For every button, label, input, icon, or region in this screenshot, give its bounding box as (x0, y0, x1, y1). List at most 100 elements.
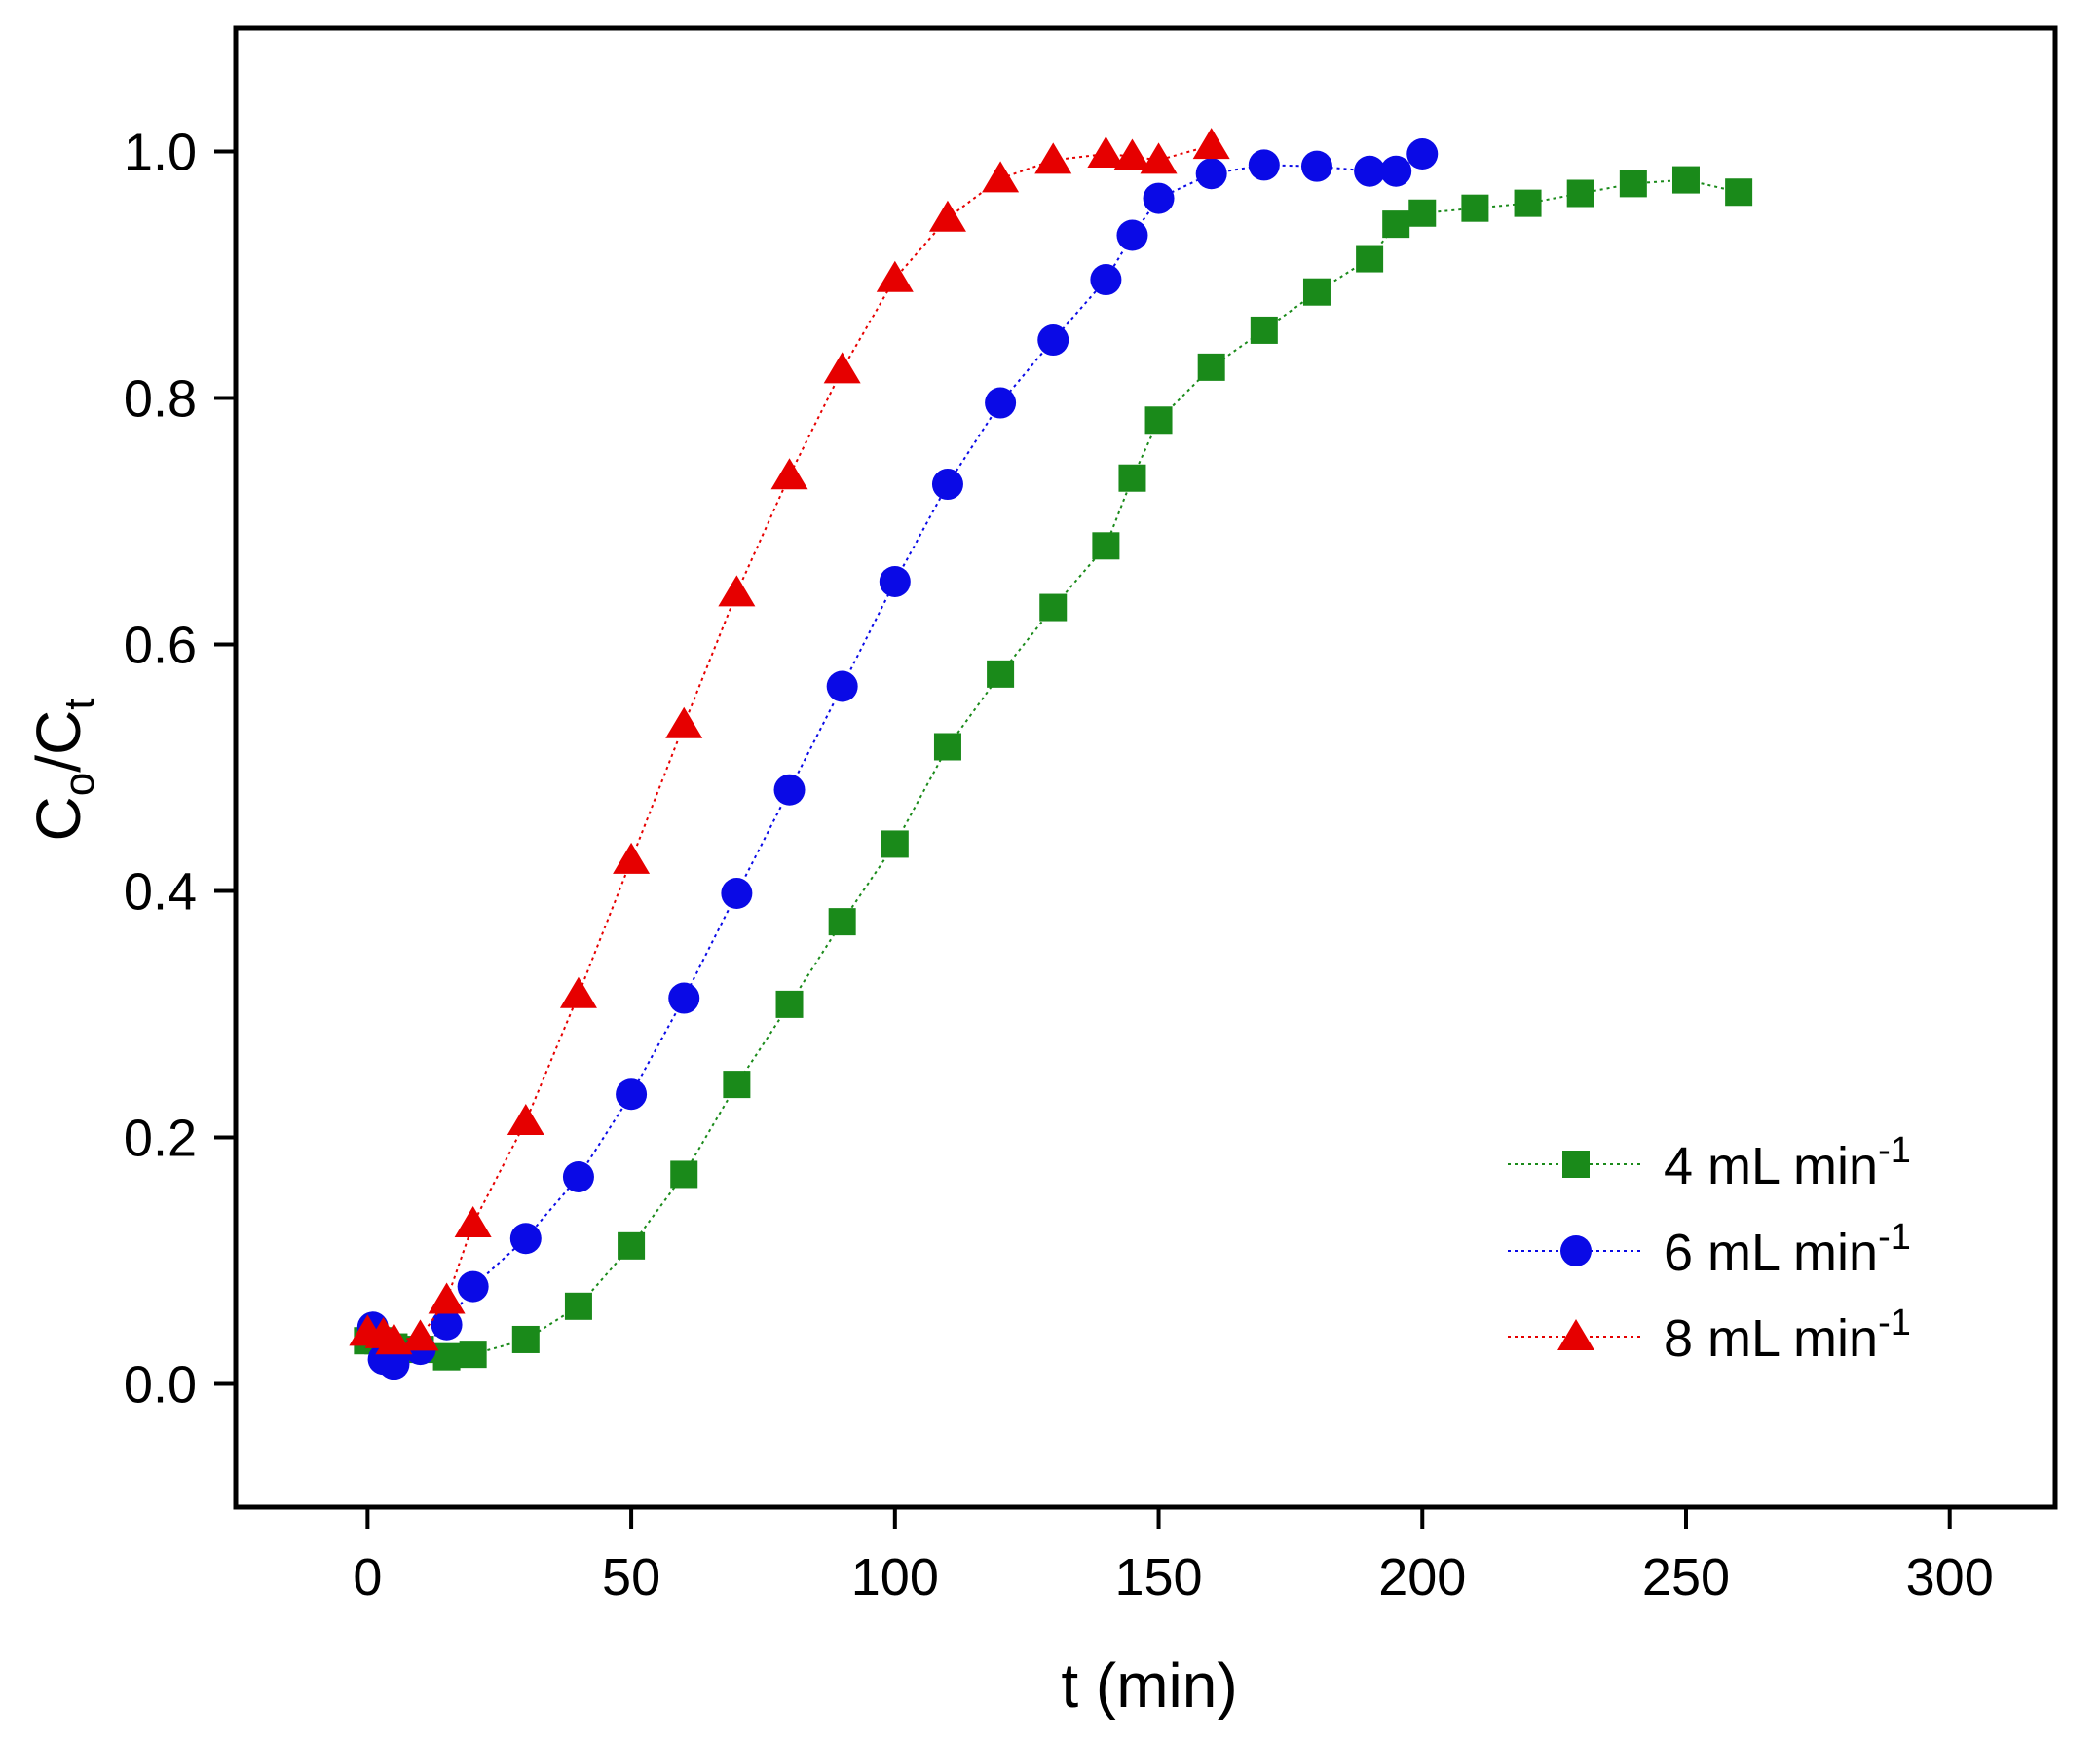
data-point (775, 990, 804, 1018)
data-point (670, 1160, 698, 1189)
y-axis-title-sub1: o (56, 773, 103, 796)
y-tick-label: 0.4 (124, 863, 197, 922)
x-tick-label: 150 (1114, 1548, 1202, 1607)
data-point (562, 1160, 594, 1192)
data-point (1380, 155, 1412, 187)
x-axis-title: t (min) (1061, 1650, 1237, 1720)
y-axis-ticks: 0.0 0.2 0.4 0.6 0.8 1.0 (124, 124, 236, 1415)
data-point (559, 976, 597, 1008)
x-tick-label: 200 (1378, 1548, 1466, 1607)
data-point (375, 1323, 413, 1355)
data-point (1248, 149, 1280, 181)
data-point (1090, 264, 1122, 296)
legend-label-text: 6 mL min (1664, 1224, 1878, 1282)
data-point (616, 1078, 648, 1111)
data-point (509, 1223, 542, 1255)
data-point (428, 1282, 466, 1314)
data-point (1039, 593, 1068, 622)
data-point (1034, 142, 1072, 174)
data-point (431, 1308, 463, 1341)
legend-label: 6 mL min-1 (1664, 1217, 1911, 1282)
legend-label: 8 mL min-1 (1664, 1303, 1911, 1368)
data-point (613, 842, 651, 874)
data-point (1113, 138, 1151, 170)
data-point (1382, 210, 1410, 239)
data-point (826, 670, 858, 702)
data-point (828, 908, 856, 936)
legend-label-sup: -1 (1878, 1303, 1911, 1343)
data-point (564, 1292, 592, 1320)
data-point (723, 1071, 751, 1099)
legend-label-text: 4 mL min (1664, 1137, 1878, 1195)
data-point (1118, 464, 1146, 492)
legend-label-sup: -1 (1878, 1130, 1911, 1171)
series-circle (356, 138, 1439, 1380)
data-point (378, 1348, 410, 1380)
data-point (987, 660, 1015, 688)
data-point (773, 774, 806, 806)
data-point (770, 458, 808, 490)
data-point (823, 352, 861, 384)
x-axis-ticks: 0 50 100 150 200 250 300 (353, 1507, 1994, 1607)
data-point (618, 1231, 646, 1260)
y-axis-title-main: C (23, 796, 94, 841)
data-point (1671, 166, 1700, 194)
data-point (721, 878, 753, 910)
data-point (454, 1206, 492, 1238)
data-point (1195, 158, 1227, 190)
data-point (1197, 353, 1225, 381)
data-point (432, 1342, 461, 1371)
y-tick-label: 0.6 (124, 617, 197, 675)
data-point (1354, 155, 1386, 187)
data-point (982, 161, 1020, 193)
legend: 4 mL min-16 mL min-18 mL min-1 (1508, 1130, 1911, 1368)
y-axis-title-sub2: t (56, 699, 103, 710)
legend-label: 4 mL min-1 (1664, 1130, 1911, 1195)
data-point (1461, 194, 1489, 222)
data-point (1140, 142, 1178, 174)
y-axis-title: Co/Ct (23, 699, 103, 842)
data-point (1619, 170, 1647, 198)
data-point (933, 733, 961, 761)
y-tick-label: 0.2 (124, 1110, 197, 1168)
x-tick-label: 250 (1642, 1548, 1730, 1607)
data-point (718, 575, 756, 607)
data-point (668, 982, 700, 1014)
data-point (928, 200, 966, 232)
data-point (665, 706, 703, 738)
data-point (1092, 532, 1120, 560)
y-tick-label: 1.0 (124, 124, 197, 182)
data-point (1408, 199, 1437, 227)
data-point (985, 387, 1017, 419)
data-point (1356, 245, 1384, 273)
legend-marker (1557, 1319, 1594, 1350)
series-line (367, 144, 1212, 1342)
data-point (881, 830, 909, 858)
x-tick-label: 300 (1906, 1548, 1994, 1607)
data-point (1300, 150, 1332, 182)
data-point (1037, 324, 1069, 357)
data-point (511, 1325, 540, 1353)
x-tick-label: 100 (851, 1548, 939, 1607)
data-point (506, 1104, 544, 1136)
data-point (1144, 406, 1173, 435)
data-point (401, 1319, 439, 1351)
data-point (1087, 136, 1125, 169)
x-tick-label: 0 (353, 1548, 382, 1607)
x-tick-label: 50 (602, 1548, 660, 1607)
legend-label-sup: -1 (1878, 1217, 1911, 1258)
data-point (1250, 316, 1278, 344)
data-point (876, 260, 914, 292)
data-point (1143, 182, 1175, 214)
series-triangle (349, 128, 1230, 1355)
data-point (1514, 189, 1542, 217)
data-point (1406, 138, 1439, 170)
y-tick-label: 0.0 (124, 1356, 197, 1415)
y-tick-label: 0.8 (124, 370, 197, 429)
data-point (1192, 128, 1230, 160)
legend-label-text: 8 mL min (1664, 1309, 1878, 1368)
legend-marker (1562, 1151, 1590, 1178)
data-point (879, 565, 911, 597)
data-point (1566, 179, 1594, 208)
